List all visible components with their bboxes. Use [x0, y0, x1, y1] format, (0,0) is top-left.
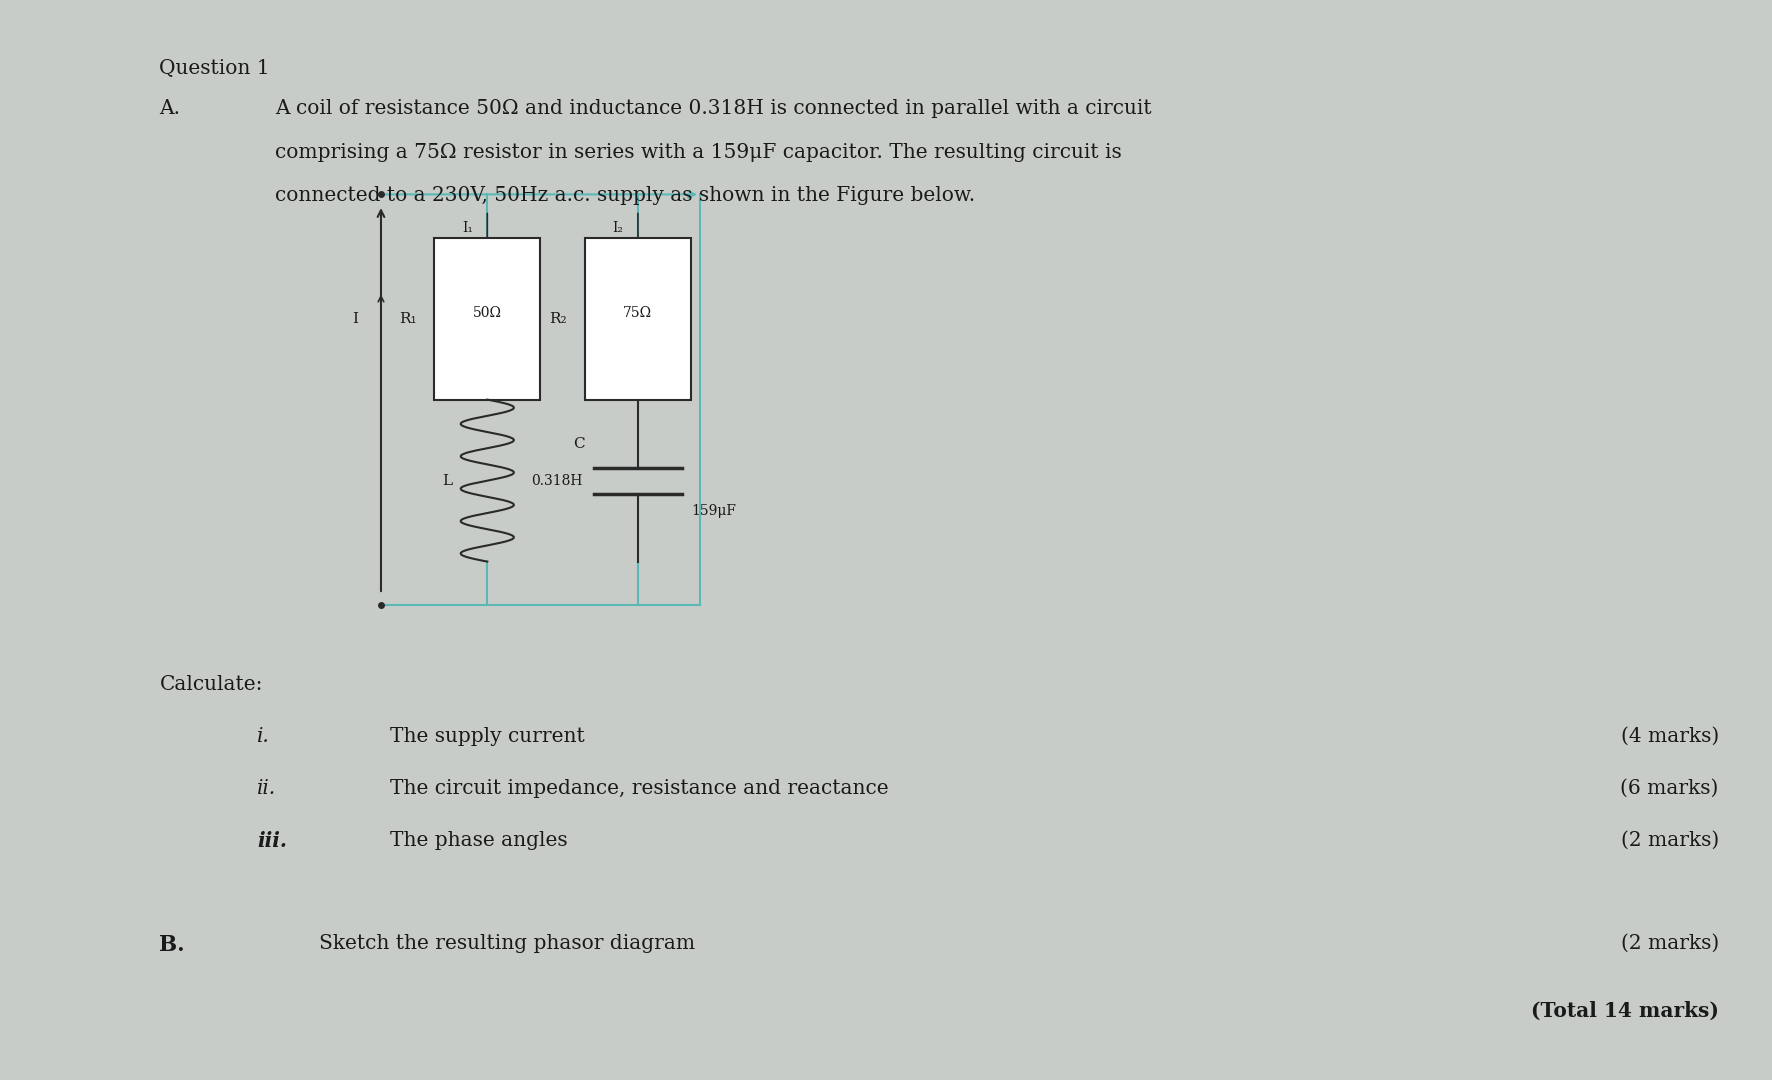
Text: iii.: iii.: [257, 831, 287, 851]
Text: (6 marks): (6 marks): [1620, 779, 1719, 798]
Text: 0.318H: 0.318H: [532, 474, 583, 487]
Text: (Total 14 marks): (Total 14 marks): [1531, 1000, 1719, 1021]
Text: (2 marks): (2 marks): [1621, 831, 1719, 850]
Text: Sketch the resulting phasor diagram: Sketch the resulting phasor diagram: [319, 934, 695, 954]
Text: connected to a 230V, 50Hz a.c. supply as shown in the Figure below.: connected to a 230V, 50Hz a.c. supply as…: [275, 186, 975, 205]
Text: The supply current: The supply current: [390, 727, 585, 746]
Bar: [434, 238, 540, 400]
Text: I₂: I₂: [613, 221, 624, 235]
Text: comprising a 75Ω resistor in series with a 159μF capacitor. The resulting circui: comprising a 75Ω resistor in series with…: [275, 143, 1122, 162]
Text: R₂: R₂: [549, 312, 567, 325]
Text: 159μF: 159μF: [691, 504, 735, 518]
Text: I: I: [353, 312, 358, 325]
Text: C: C: [572, 437, 585, 451]
Text: R₁: R₁: [399, 312, 416, 325]
Text: 75Ω: 75Ω: [624, 307, 652, 320]
Text: 50Ω: 50Ω: [473, 307, 501, 320]
Text: (4 marks): (4 marks): [1621, 727, 1719, 746]
Text: Calculate:: Calculate:: [159, 675, 262, 694]
Text: B.: B.: [159, 934, 184, 956]
Text: Question 1: Question 1: [159, 59, 269, 79]
Text: A.: A.: [159, 99, 181, 119]
Text: I₁: I₁: [462, 221, 473, 235]
Text: i.: i.: [257, 727, 269, 746]
Bar: [585, 238, 691, 400]
Text: The circuit impedance, resistance and reactance: The circuit impedance, resistance and re…: [390, 779, 888, 798]
Text: The phase angles: The phase angles: [390, 831, 567, 850]
Text: A coil of resistance 50Ω and inductance 0.318H is connected in parallel with a c: A coil of resistance 50Ω and inductance …: [275, 99, 1152, 119]
Text: ii.: ii.: [257, 779, 276, 798]
Text: L: L: [441, 474, 452, 487]
Text: (2 marks): (2 marks): [1621, 934, 1719, 954]
